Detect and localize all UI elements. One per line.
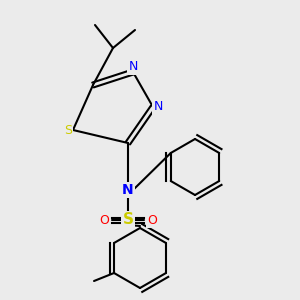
Text: N: N: [153, 100, 163, 113]
Text: O: O: [147, 214, 157, 226]
Text: O: O: [99, 214, 109, 226]
Text: S: S: [122, 212, 134, 227]
Text: N: N: [122, 183, 134, 197]
Text: N: N: [128, 61, 138, 74]
Text: S: S: [64, 124, 72, 136]
